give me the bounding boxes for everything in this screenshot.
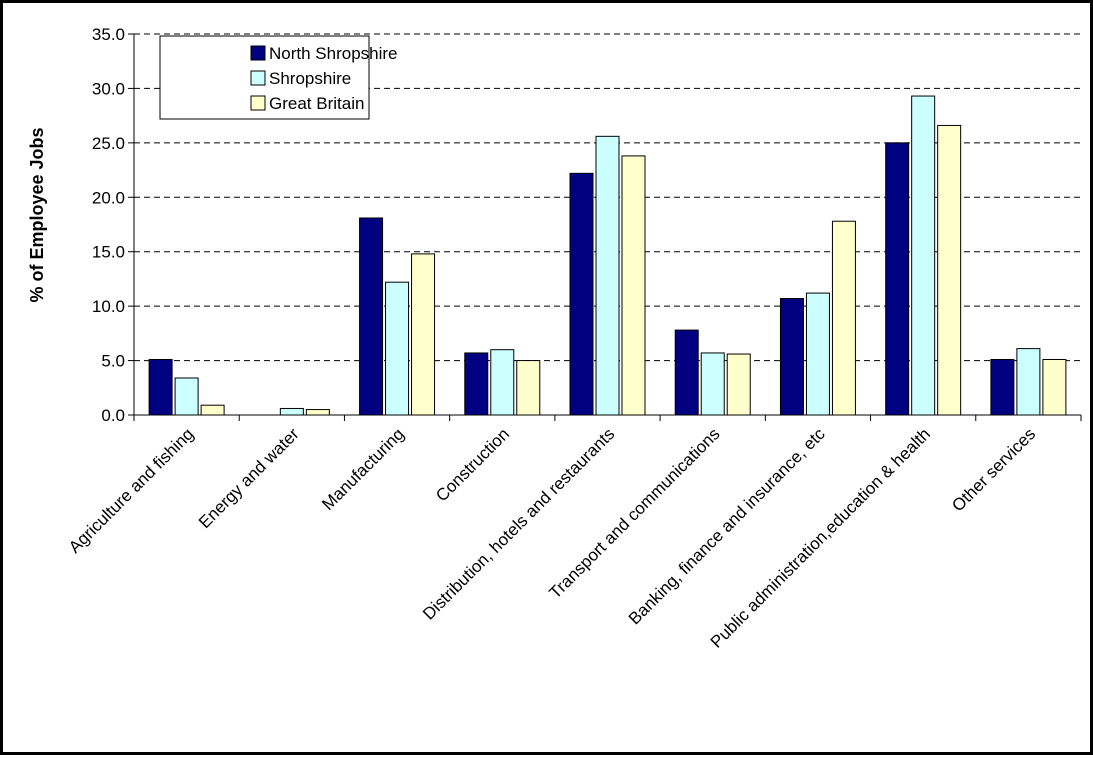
x-category-label: Construction xyxy=(432,424,513,505)
x-category-label: Manufacturing xyxy=(318,424,408,514)
x-category-label: Agriculture and fishing xyxy=(65,424,197,556)
bar-chart: 0.0 5.0 10.0 15.0 20.0 25.0 30.0 35.0 Agricultu… xyxy=(27,25,1082,652)
bar-north-shropshire xyxy=(359,217,384,416)
x-category-label: Energy and water xyxy=(195,424,303,532)
bar-great-britain xyxy=(621,155,646,416)
bar-north-shropshire xyxy=(464,352,489,416)
bar-great-britain xyxy=(1042,358,1067,416)
bar-north-shropshire xyxy=(569,172,594,416)
y-tick-label: 15.0 xyxy=(92,243,125,262)
bar-shropshire xyxy=(911,95,936,416)
bar-north-shropshire xyxy=(148,358,173,416)
x-category-label: Public administration,education & health xyxy=(707,424,934,651)
bar-great-britain xyxy=(411,253,436,416)
bars xyxy=(148,95,1067,416)
y-tick-label: 5.0 xyxy=(101,352,125,371)
bar-shropshire xyxy=(700,352,725,416)
legend: North Shropshire Shropshire Great Britain xyxy=(159,35,398,120)
legend-swatch xyxy=(250,45,266,61)
bar-shropshire xyxy=(385,281,410,416)
bar-great-britain xyxy=(200,404,225,416)
bar-great-britain xyxy=(726,353,751,416)
bar-shropshire xyxy=(1016,348,1041,416)
bar-shropshire xyxy=(279,407,304,416)
bar-shropshire xyxy=(595,135,620,416)
bar-shropshire xyxy=(805,292,830,416)
bar-north-shropshire xyxy=(674,329,699,416)
legend-swatch xyxy=(250,95,266,111)
bar-shropshire xyxy=(174,377,199,416)
y-tick-label: 0.0 xyxy=(101,406,125,425)
x-category-label: Transport and communications xyxy=(546,424,724,602)
legend-label: North Shropshire xyxy=(269,44,398,63)
legend-label: Great Britain xyxy=(269,94,364,113)
y-tick-labels: 0.0 5.0 10.0 15.0 20.0 25.0 30.0 35.0 xyxy=(92,25,125,425)
y-tick-label: 10.0 xyxy=(92,297,125,316)
x-category-label: Banking, finance and insurance, etc xyxy=(625,424,829,628)
bar-great-britain xyxy=(937,124,962,416)
y-tick-label: 25.0 xyxy=(92,134,125,153)
axes xyxy=(128,33,1082,421)
y-tick-label: 35.0 xyxy=(92,25,125,44)
y-axis-title: % of Employee Jobs xyxy=(27,127,47,302)
bar-great-britain xyxy=(305,409,330,416)
y-tick-label: 30.0 xyxy=(92,79,125,98)
bar-north-shropshire xyxy=(990,358,1015,416)
y-tick-label: 20.0 xyxy=(92,188,125,207)
x-category-label: Distribution, hotels and restaurants xyxy=(419,424,618,623)
legend-swatch xyxy=(250,70,266,86)
bar-north-shropshire xyxy=(885,142,910,416)
legend-label: Shropshire xyxy=(269,69,351,88)
bar-great-britain xyxy=(831,220,856,416)
bar-great-britain xyxy=(516,360,541,416)
bar-north-shropshire xyxy=(779,298,804,416)
x-category-label: Other services xyxy=(948,424,1039,515)
bar-shropshire xyxy=(490,349,515,416)
